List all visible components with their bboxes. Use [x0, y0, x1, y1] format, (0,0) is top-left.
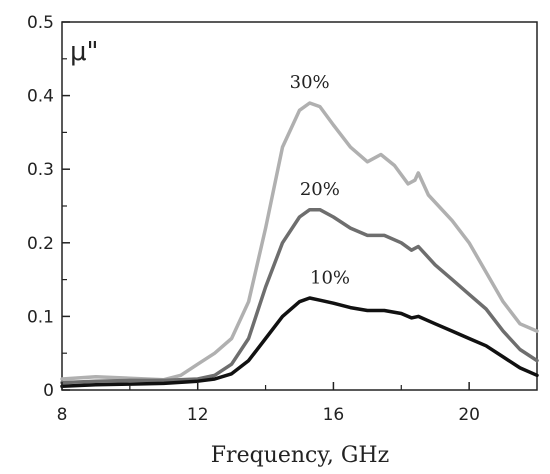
y-tick-label: 0.1	[27, 307, 54, 327]
series-label: 10%	[310, 267, 350, 288]
series-line-30pct	[60, 101, 539, 382]
x-tick-label: 8	[57, 405, 68, 425]
y-tick-label: 0.3	[27, 160, 54, 180]
annotation-layer: 30% 20% 10%	[290, 72, 350, 288]
series-label: 30%	[290, 72, 330, 93]
ticks-layer: 0 0.1 0.2 0.3 0.4 0.5 8 12 16 20	[27, 13, 480, 425]
x-axis-label: Frequency, GHz	[211, 443, 389, 468]
y-tick-label: 0.2	[27, 234, 54, 254]
x-tick-label: 12	[187, 405, 209, 425]
series-layer	[60, 101, 539, 389]
y-tick-label: 0.5	[27, 13, 54, 33]
series-line-10pct	[60, 296, 539, 389]
series-line-20pct	[60, 207, 539, 385]
x-tick-label: 20	[458, 405, 480, 425]
y-tick-label: 0	[43, 381, 54, 401]
series-label: 20%	[300, 179, 340, 200]
y-axis-label: μ"	[70, 37, 99, 67]
x-tick-label: 16	[323, 405, 345, 425]
y-tick-label: 0.4	[27, 87, 54, 107]
